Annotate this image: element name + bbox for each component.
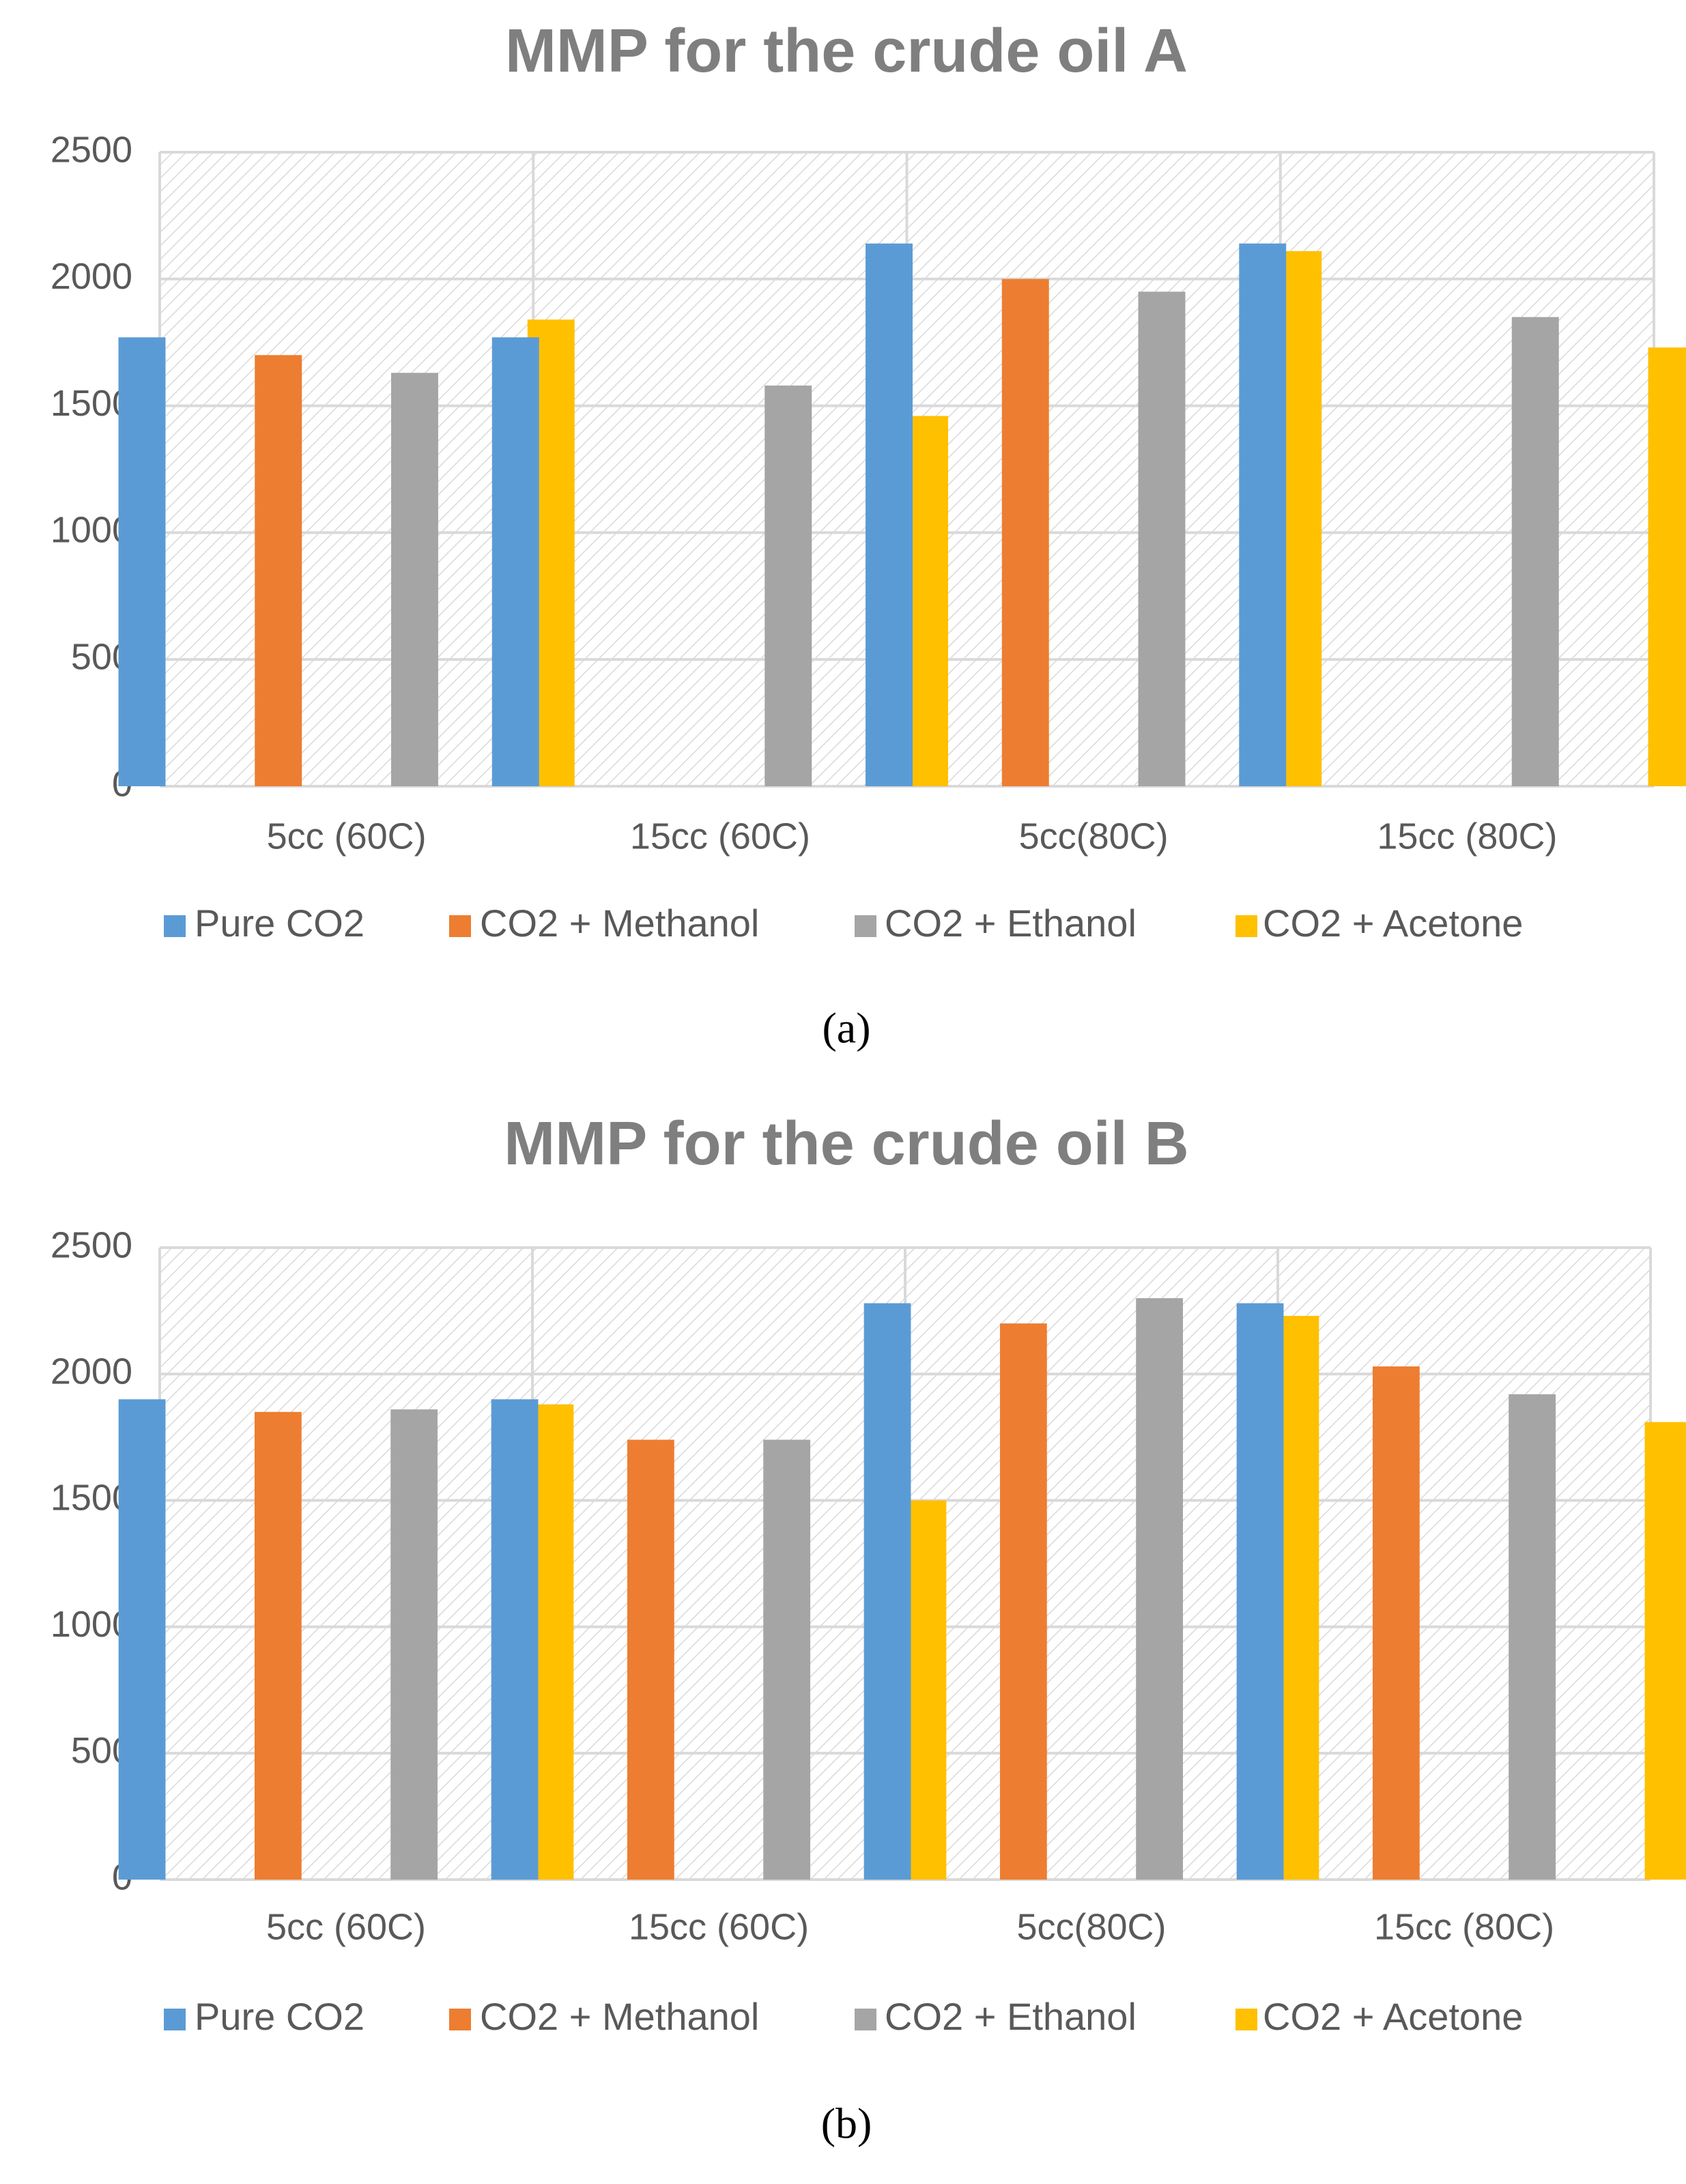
bar — [999, 1323, 1047, 1880]
bar — [627, 1439, 674, 1880]
bar — [1511, 317, 1559, 786]
legend-label: CO2 + Ethanol — [885, 1995, 1137, 2038]
legend-swatch — [164, 2009, 186, 2030]
bar — [391, 373, 438, 786]
bar — [1001, 278, 1049, 786]
bar — [491, 337, 539, 786]
x-tick-label: 15cc (60C) — [630, 816, 810, 857]
legend-label: CO2 + Methanol — [480, 1995, 759, 2038]
bar — [390, 1409, 438, 1880]
legend-label: CO2 + Ethanol — [885, 902, 1137, 945]
x-tick-label: 15cc (60C) — [629, 1906, 809, 1947]
bar — [1138, 291, 1186, 786]
x-tick-label: 15cc (80C) — [1377, 816, 1557, 857]
caption: (b) — [821, 2099, 872, 2148]
legend-swatch — [449, 2009, 471, 2030]
bar — [118, 337, 166, 786]
chart-title: MMP for the crude oil B — [504, 1110, 1188, 1178]
x-tick-label: 5cc (60C) — [266, 1906, 426, 1947]
bar — [118, 1399, 166, 1880]
x-tick-label: 5cc(80C) — [1019, 816, 1169, 857]
bar — [254, 1411, 302, 1880]
legend-label: CO2 + Acetone — [1263, 902, 1523, 945]
bar — [765, 385, 812, 786]
bar — [1644, 1422, 1686, 1880]
bar — [1136, 1298, 1184, 1880]
bar — [1372, 1366, 1420, 1880]
chart-title: MMP for the crude oil A — [505, 17, 1188, 85]
legend-swatch — [1235, 2009, 1257, 2030]
legend-swatch — [855, 2009, 876, 2030]
legend-label: CO2 + Methanol — [480, 902, 759, 945]
bar — [1236, 1303, 1284, 1880]
legend-swatch — [1235, 915, 1257, 937]
legend-label: Pure CO2 — [195, 902, 365, 945]
legend-swatch — [855, 915, 876, 937]
legend-swatch — [164, 915, 186, 937]
bar — [1509, 1394, 1556, 1880]
caption: (a) — [822, 1004, 870, 1052]
y-tick-label: 2500 — [51, 1224, 132, 1265]
legend-label: Pure CO2 — [195, 1995, 365, 2038]
y-tick-label: 2000 — [51, 1351, 132, 1392]
bar — [1648, 347, 1686, 787]
bar — [863, 1303, 911, 1880]
bar — [255, 355, 302, 786]
legend-label: CO2 + Acetone — [1263, 1995, 1523, 2038]
legend-swatch — [449, 915, 471, 937]
y-tick-label: 2500 — [51, 129, 132, 170]
bar — [763, 1439, 811, 1880]
x-tick-label: 15cc (80C) — [1374, 1906, 1554, 1947]
x-tick-label: 5cc(80C) — [1016, 1906, 1166, 1947]
bar — [866, 243, 913, 786]
bar — [1239, 243, 1287, 786]
bar — [491, 1399, 539, 1880]
x-tick-label: 5cc (60C) — [267, 816, 427, 857]
y-tick-label: 2000 — [51, 256, 132, 297]
